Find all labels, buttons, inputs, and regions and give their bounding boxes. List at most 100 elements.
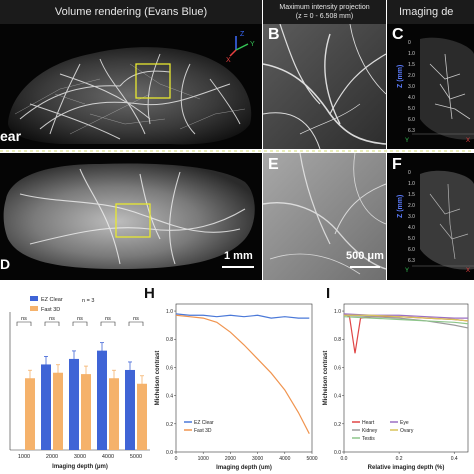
chart-g-bar — [125, 369, 135, 450]
mip-header: Maximum intensity projection (z = 0 - 6.… — [263, 0, 386, 24]
chart-h-legend-label: Fast 3D — [194, 428, 212, 434]
chart-i-y-tick: 0.0 — [334, 450, 341, 456]
chart-h-x-tick: 4000 — [279, 456, 290, 462]
chart-h-plot-area — [175, 303, 313, 453]
chart-h: 0.0 0.2 0.4 0.6 0.8 1.0 0 1000 2000 3000 4000 5000 I… — [155, 303, 318, 471]
side-axis-tick: 2.0 — [408, 73, 415, 79]
imaging-depth-title: Imaging de — [399, 6, 454, 18]
chart-i-x-tick: 0.2 — [396, 456, 403, 462]
chart-g-x-tick: 2000 — [46, 454, 58, 460]
side-axis-x-bottom: X — [466, 268, 471, 274]
panel-label-c: C — [392, 26, 404, 43]
side-axis-tick: 6.0 — [408, 247, 415, 253]
chart-g-legend-ez: EZ Clear — [41, 297, 63, 303]
chart-i: 0.0 0.2 0.4 0.6 0.8 1.0 0.0 0.2 0.4 Relative imag… — [323, 303, 469, 471]
chart-h-x-tick: 0 — [175, 456, 178, 462]
chart-g: 1000 ns 2000 ns 3000 ns 4000 ns 5000 ns Imaging de… — [9, 296, 150, 470]
chart-h-x-tick: 3000 — [252, 456, 263, 462]
side-axis-label-bottom: Z (mm) — [397, 194, 404, 218]
chart-g-x-tick: 3000 — [74, 454, 86, 460]
chart-h-series-fast-3d — [175, 314, 310, 434]
panel-e-vessels — [262, 152, 387, 275]
axes-3d-icon — [229, 36, 249, 57]
chart-g-x-tick: 5000 — [130, 454, 142, 460]
chart-g-bar — [137, 383, 147, 450]
chart-g-bar — [25, 378, 35, 450]
side-axis-tick: 6.3 — [408, 258, 415, 264]
side-axis-tick: 0 — [408, 170, 411, 176]
volume-rendering-title: Volume rendering (Evans Blue) — [54, 6, 208, 18]
side-axis-tick: 1.0 — [408, 181, 415, 187]
chart-i-legend-label: Kidney — [362, 428, 378, 434]
chart-h-y-tick: 0.2 — [166, 422, 173, 428]
side-axis-tick: 6.3 — [408, 128, 415, 134]
chart-g-sig-bracket — [100, 321, 116, 326]
side-axis-tick: 5.0 — [408, 106, 415, 112]
side-axis-tick: 4.0 — [408, 225, 415, 231]
side-axis-tick: 1.5 — [408, 62, 415, 68]
chart-g-x-tick: 4000 — [102, 454, 114, 460]
panel-d-roi-box — [115, 203, 151, 238]
side-axis-x-top: X — [466, 138, 471, 144]
chart-i-y-tick: 1.0 — [334, 309, 341, 315]
chart-g-sig-bracket — [128, 321, 144, 326]
side-axis-tick: 4.0 — [408, 95, 415, 101]
chart-i-legend-label: Eye — [400, 420, 409, 426]
chart-h-x-tick: 2000 — [225, 456, 236, 462]
imaging-depth-header: Imaging de — [387, 0, 474, 24]
panel-label-i: I — [326, 285, 331, 302]
axis-3d-y-label: Y — [250, 41, 255, 48]
mip-range: (z = 0 - 6.508 mm) — [295, 13, 354, 20]
panel-d-brain-bottom — [3, 163, 255, 269]
panel-c-depth-render — [412, 37, 474, 140]
chart-i-series-kidney — [343, 314, 469, 329]
chart-i-x-tick: 0.0 — [341, 456, 348, 462]
side-axis-tick: 3.0 — [408, 84, 415, 90]
chart-g-ns-label: ns — [49, 316, 55, 322]
chart-g-x-tick: 1000 — [18, 454, 30, 460]
axis-3d-x-label: X — [226, 57, 231, 64]
chart-h-y-tick: 0.6 — [166, 365, 173, 371]
chart-i-legend-label: Heart — [362, 420, 375, 426]
chart-g-legend-swatch-fast — [30, 306, 38, 311]
chart-i-y-tick: 0.6 — [334, 365, 341, 371]
chart-i-y-tick: 0.8 — [334, 337, 341, 343]
main-scale-label: 1 mm — [224, 250, 253, 262]
panel-a-roi-box — [135, 63, 171, 99]
side-axis-tick: 2.0 — [408, 203, 415, 209]
panel-b-vessels — [262, 24, 387, 150]
chart-g-bar — [109, 378, 119, 450]
chart-h-y-tick: 0.8 — [166, 337, 173, 343]
panel-label-h: H — [144, 285, 155, 302]
chart-g-legend-fast: Fast 3D — [41, 307, 60, 313]
chart-h-legend-label: EZ Clear — [194, 420, 214, 426]
chart-g-legend-swatch-ez — [30, 296, 38, 301]
chart-i-x-tick: 0.4 — [451, 456, 458, 462]
chart-h-y-tick: 0.0 — [166, 450, 173, 456]
chart-g-sig-bracket — [72, 321, 88, 326]
chart-h-x-tick: 5000 — [306, 456, 317, 462]
panel-f-depth-render — [412, 170, 474, 270]
panel-a-brain-top — [8, 47, 252, 145]
side-axis-tick: 0 — [408, 40, 411, 46]
panel-b-image — [263, 24, 386, 149]
panel-label-b: B — [268, 26, 280, 43]
chart-g-ns-label: ns — [133, 316, 139, 322]
panel-label-f: F — [392, 156, 402, 173]
side-axis-y-top: Y — [405, 138, 410, 144]
chart-h-series-ez-clear — [175, 313, 310, 319]
chart-g-xlabel: Imaging depth (μm) — [52, 464, 108, 470]
row-label-bottom: D — [0, 256, 11, 272]
chart-i-series-ovary — [344, 314, 469, 322]
side-axis-tick: 6.0 — [408, 117, 415, 123]
mip-title: Maximum intensity projection — [279, 4, 370, 11]
chart-i-xlabel: Relative imaging depth (%) — [368, 465, 445, 471]
chart-g-sig-bracket — [44, 321, 60, 326]
chart-i-series-testis — [343, 316, 469, 325]
chart-i-legend-label: Ovary — [400, 428, 414, 434]
chart-g-ns-label: ns — [21, 316, 27, 322]
row-label-top: ear — [0, 128, 22, 144]
side-axis-y-bottom: Y — [405, 268, 410, 274]
chart-g-bar — [97, 350, 107, 450]
side-axis-tick: 3.0 — [408, 214, 415, 220]
